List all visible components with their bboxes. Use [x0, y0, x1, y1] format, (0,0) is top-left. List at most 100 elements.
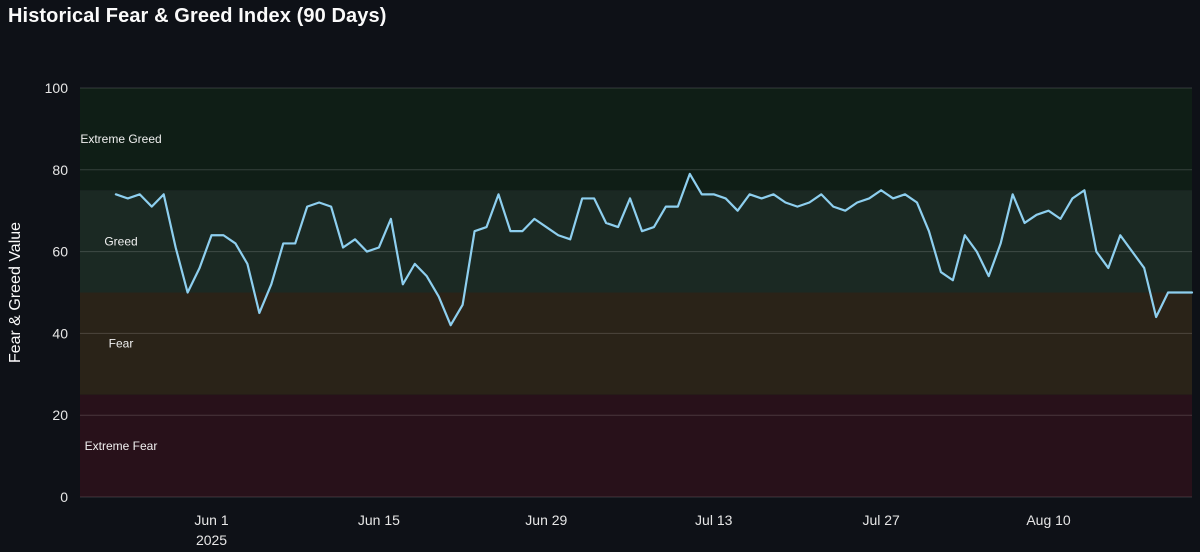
data-point[interactable]: 2025-07-10: 71 — [673, 202, 683, 212]
data-point[interactable]: 2025-07-09: 71 — [661, 202, 671, 212]
data-point[interactable]: 2025-06-23: 65 — [470, 226, 480, 236]
data-point[interactable]: 2025-06-19: 54 — [422, 271, 432, 281]
data-point[interactable]: 2025-08-02: 53 — [948, 275, 958, 285]
data-point[interactable]: 2025-06-06: 52 — [266, 279, 276, 289]
data-point[interactable]: 2025-05-31: 56 — [195, 263, 205, 273]
data-point[interactable]: 2025-07-19: 72 — [780, 198, 790, 208]
data-point[interactable]: 2025-06-14: 60 — [362, 247, 372, 257]
data-point[interactable]: 2025-06-17: 52 — [398, 279, 408, 289]
data-point[interactable]: 2025-08-11: 68 — [1055, 214, 1065, 224]
data-point[interactable]: 2025-06-22: 47 — [458, 300, 468, 310]
data-point[interactable]: 2025-08-09: 69 — [1032, 210, 1042, 220]
data-point[interactable]: 2025-07-13: 74 — [709, 189, 719, 199]
data-point[interactable]: 2025-08-19: 44 — [1151, 312, 1161, 322]
data-point[interactable]: 2025-07-26: 73 — [864, 193, 874, 203]
data-point[interactable]: 2025-07-03: 73 — [589, 193, 599, 203]
data-point[interactable]: 2025-07-23: 71 — [828, 202, 838, 212]
data-point[interactable]: 2025-06-09: 71 — [302, 202, 312, 212]
data-point[interactable]: 2025-08-13: 75 — [1079, 185, 1089, 195]
data-point[interactable]: 2025-08-15: 56 — [1103, 263, 1113, 273]
data-point[interactable]: 2025-06-25: 74 — [493, 189, 503, 199]
data-point[interactable]: 2025-05-25: 73 — [123, 193, 133, 203]
data-point[interactable]: 2025-06-27: 65 — [517, 226, 527, 236]
data-point[interactable]: 2025-07-12: 74 — [697, 189, 707, 199]
data-point[interactable]: 2025-05-30: 50 — [183, 288, 193, 298]
data-point[interactable]: 2025-05-24: 74 — [111, 189, 121, 199]
data-point[interactable]: 2025-05-27: 71 — [147, 202, 157, 212]
zone-label-extreme-fear: Extreme Fear — [85, 439, 158, 453]
data-point[interactable]: 2025-08-22: 50 — [1187, 288, 1197, 298]
data-point[interactable]: 2025-07-15: 70 — [733, 206, 743, 216]
data-point[interactable]: 2025-08-08: 67 — [1020, 218, 1030, 228]
data-point[interactable]: 2025-07-29: 74 — [900, 189, 910, 199]
data-point[interactable]: 2025-06-02: 64 — [218, 230, 228, 240]
data-point[interactable]: 2025-07-16: 74 — [745, 189, 755, 199]
data-point[interactable]: 2025-06-18: 57 — [410, 259, 420, 269]
data-point[interactable]: 2025-06-12: 61 — [338, 243, 348, 253]
data-point[interactable]: 2025-05-26: 74 — [135, 189, 145, 199]
data-point[interactable]: 2025-07-20: 71 — [792, 202, 802, 212]
data-point[interactable]: 2025-07-17: 73 — [757, 193, 767, 203]
data-point[interactable]: 2025-07-14: 73 — [721, 193, 731, 203]
series[interactable]: 2025-05-24: 742025-05-25: 732025-05-26: … — [111, 169, 1197, 330]
data-point[interactable]: 2025-08-16: 64 — [1115, 230, 1125, 240]
data-point[interactable]: 2025-07-04: 67 — [601, 218, 611, 228]
data-point[interactable]: 2025-07-07: 65 — [637, 226, 647, 236]
data-point[interactable]: 2025-07-01: 63 — [565, 234, 575, 244]
data-point[interactable]: 2025-07-30: 72 — [912, 198, 922, 208]
data-point[interactable]: 2025-08-21: 50 — [1175, 288, 1185, 298]
series-line-0[interactable] — [114, 172, 1194, 327]
data-point[interactable]: 2025-05-29: 61 — [171, 243, 181, 253]
data-point[interactable]: 2025-08-06: 62 — [996, 238, 1006, 248]
data-point[interactable]: 2025-06-10: 72 — [314, 198, 324, 208]
data-point[interactable]: 2025-06-01: 64 — [207, 230, 217, 240]
data-point[interactable]: 2025-06-11: 71 — [326, 202, 336, 212]
data-point[interactable]: 2025-06-03: 62 — [230, 238, 240, 248]
data-point[interactable]: 2025-07-27: 75 — [876, 185, 886, 195]
data-point[interactable]: 2025-07-08: 66 — [649, 222, 659, 232]
data-point[interactable]: 2025-06-08: 62 — [290, 238, 300, 248]
x-tick-label-jun-15: Jun 15 — [358, 512, 400, 528]
data-point[interactable]: 2025-07-06: 73 — [625, 193, 635, 203]
data-point[interactable]: 2025-07-22: 74 — [816, 189, 826, 199]
data-point[interactable]: 2025-07-25: 72 — [852, 198, 862, 208]
data-point[interactable]: 2025-08-12: 73 — [1067, 193, 1077, 203]
data-point[interactable]: 2025-06-05: 45 — [254, 308, 264, 318]
data-point[interactable]: 2025-06-15: 61 — [374, 243, 384, 253]
y-tick-label-80: 80 — [52, 162, 68, 178]
data-point[interactable]: 2025-08-04: 60 — [972, 247, 982, 257]
data-point[interactable]: 2025-08-03: 64 — [960, 230, 970, 240]
data-point[interactable]: 2025-07-02: 73 — [577, 193, 587, 203]
data-point[interactable]: 2025-08-20: 50 — [1163, 288, 1173, 298]
data-point[interactable]: 2025-08-05: 54 — [984, 271, 994, 281]
data-point[interactable]: 2025-07-05: 66 — [613, 222, 623, 232]
data-point[interactable]: 2025-07-28: 73 — [888, 193, 898, 203]
data-point[interactable]: 2025-07-11: 79 — [685, 169, 695, 179]
y-tick-label-40: 40 — [52, 325, 68, 341]
data-point[interactable]: 2025-08-07: 74 — [1008, 189, 1018, 199]
data-point[interactable]: 2025-06-29: 66 — [541, 222, 551, 232]
y-tick-label-20: 20 — [52, 407, 68, 423]
data-point[interactable]: 2025-05-28: 74 — [159, 189, 169, 199]
data-point[interactable]: 2025-06-21: 42 — [446, 320, 456, 330]
data-point[interactable]: 2025-06-07: 62 — [278, 238, 288, 248]
data-point[interactable]: 2025-06-04: 57 — [242, 259, 252, 269]
data-point[interactable]: 2025-07-21: 72 — [804, 198, 814, 208]
data-point[interactable]: 2025-06-16: 68 — [386, 214, 396, 224]
data-point[interactable]: 2025-06-26: 65 — [505, 226, 515, 236]
data-point[interactable]: 2025-07-18: 74 — [769, 189, 779, 199]
data-point[interactable]: 2025-06-28: 68 — [529, 214, 539, 224]
data-point[interactable]: 2025-08-10: 70 — [1044, 206, 1054, 216]
data-point[interactable]: 2025-06-30: 64 — [553, 230, 563, 240]
data-point[interactable]: 2025-08-14: 60 — [1091, 247, 1101, 257]
data-point[interactable]: 2025-07-24: 70 — [840, 206, 850, 216]
data-point[interactable]: 2025-08-01: 55 — [936, 267, 946, 277]
x-tick-label-jun-29: Jun 29 — [525, 512, 567, 528]
data-point[interactable]: 2025-08-17: 60 — [1127, 247, 1137, 257]
data-point[interactable]: 2025-06-13: 63 — [350, 234, 360, 244]
data-point[interactable]: 2025-06-20: 49 — [434, 292, 444, 302]
data-point[interactable]: 2025-08-18: 56 — [1139, 263, 1149, 273]
data-point[interactable]: 2025-07-31: 65 — [924, 226, 934, 236]
data-point[interactable]: 2025-06-24: 66 — [482, 222, 492, 232]
